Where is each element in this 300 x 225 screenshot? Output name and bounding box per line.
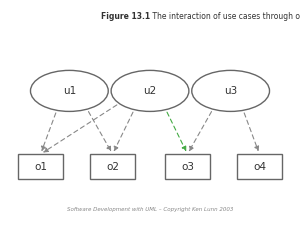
FancyBboxPatch shape (237, 154, 282, 179)
FancyBboxPatch shape (165, 154, 210, 179)
Ellipse shape (111, 70, 189, 111)
Ellipse shape (31, 70, 108, 111)
Text: o4: o4 (253, 162, 266, 171)
Text: o2: o2 (106, 162, 119, 171)
Ellipse shape (192, 70, 269, 111)
Text: o3: o3 (181, 162, 194, 171)
Text: u1: u1 (63, 86, 76, 96)
Text: Figure 13.1: Figure 13.1 (101, 12, 150, 21)
FancyBboxPatch shape (90, 154, 135, 179)
FancyBboxPatch shape (18, 154, 63, 179)
Text: u3: u3 (224, 86, 237, 96)
Text: u2: u2 (143, 86, 157, 96)
Text: o1: o1 (34, 162, 47, 171)
Text: The interaction of use cases through objects: The interaction of use cases through obj… (150, 12, 300, 21)
Text: Software Development with UML – Copyright Ken Lunn 2003: Software Development with UML – Copyrigh… (67, 207, 233, 212)
